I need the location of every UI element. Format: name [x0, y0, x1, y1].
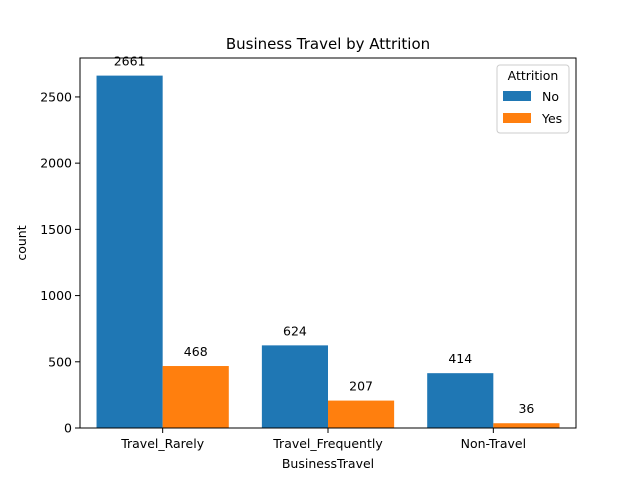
- y-tick-label-2000: 2000: [40, 156, 72, 171]
- data-label-non-travel-yes: 36: [518, 401, 534, 416]
- legend: Attrition No Yes: [496, 64, 570, 134]
- y-tick-label-1500: 1500: [40, 222, 72, 237]
- data-labels-group: 2661 468 624 207 414 36: [114, 54, 535, 417]
- x-axis: Travel_Rarely Travel_Frequently Non-Travel: [120, 428, 526, 451]
- data-label-non-travel-no: 414: [448, 351, 472, 366]
- legend-swatch-no: [503, 91, 531, 101]
- data-label-travel-frequently-no: 624: [283, 323, 307, 338]
- bars-group: [96, 75, 560, 429]
- y-tick-label-0: 0: [64, 421, 72, 436]
- legend-swatch-yes: [503, 113, 531, 123]
- y-tick-label-1000: 1000: [40, 288, 72, 303]
- y-tick-label-2500: 2500: [40, 89, 72, 104]
- data-label-travel-frequently-yes: 207: [349, 379, 373, 394]
- x-axis-label: BusinessTravel: [282, 456, 374, 471]
- y-axis: 0 500 1000 1500 2000 2500: [40, 89, 80, 436]
- bar-travel-rarely-yes: [162, 366, 229, 428]
- y-axis-label: count: [14, 225, 29, 260]
- bar-travel-frequently-yes: [328, 400, 395, 428]
- legend-entry-yes: Yes: [541, 111, 562, 126]
- data-label-travel-rarely-no: 2661: [114, 54, 146, 69]
- bar-non-travel-yes: [493, 423, 560, 428]
- x-tick-label-travel-frequently: Travel_Frequently: [272, 436, 383, 451]
- bar-travel-frequently-no: [261, 345, 328, 428]
- chart-title: Business Travel by Attrition: [226, 35, 430, 53]
- bar-travel-rarely-no: [96, 75, 163, 429]
- x-tick-label-travel-rarely: Travel_Rarely: [120, 436, 205, 451]
- x-tick-label-non-travel: Non-Travel: [461, 436, 526, 451]
- legend-title: Attrition: [508, 68, 559, 83]
- data-label-travel-rarely-yes: 468: [184, 344, 208, 359]
- y-tick-label-500: 500: [48, 354, 72, 369]
- legend-entry-no: No: [542, 89, 559, 104]
- bar-non-travel-no: [427, 373, 494, 428]
